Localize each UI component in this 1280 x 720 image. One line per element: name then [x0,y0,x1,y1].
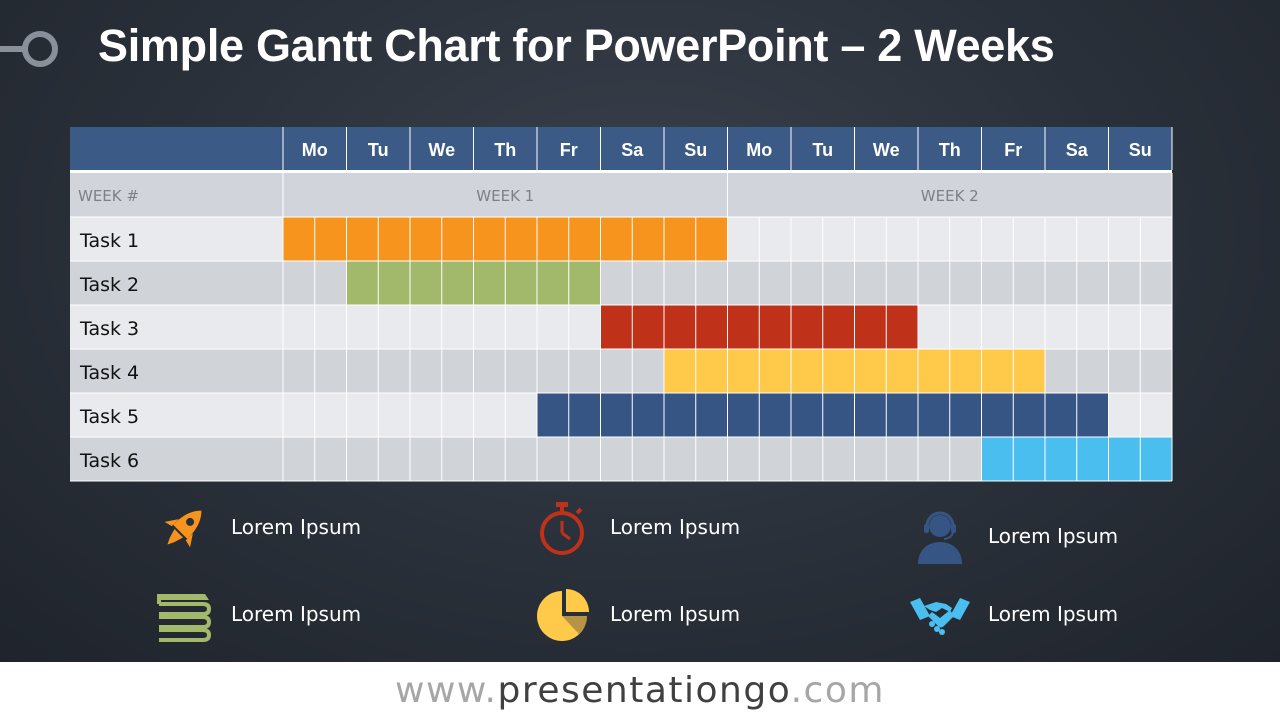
legend-label: Lorem Ipsum [988,524,1119,548]
task-label: Task 4 [79,362,139,384]
stopwatch-icon [540,502,584,555]
day-header-label: Th [494,140,516,160]
week-label: WEEK 1 [476,187,534,205]
week-header-label: WEEK # [78,187,139,205]
header-separator [70,170,1172,173]
legend-label: Lorem Ipsum [231,602,362,626]
books-icon [157,594,212,642]
day-header-label: Su [684,140,707,160]
footer-url-suffix: .com [790,670,885,711]
support-agent-icon [918,511,962,564]
gantt-chart: Mo Tu We Th Fr Sa Su Mo Tu We Th Fr Sa Su WEEK # WEEK 1… [70,127,1173,482]
task-label: Task 3 [79,318,139,340]
day-header-label: Tu [812,140,833,160]
gantt-header-row [70,127,1172,170]
legend-label: Lorem Ipsum [610,515,741,539]
pie-chart-icon [537,589,589,641]
legend-label: Lorem Ipsum [988,602,1119,626]
day-header-label: Mo [746,140,772,160]
week-label: WEEK 2 [921,187,979,205]
task-label: Task 1 [79,230,139,252]
footer-url-brand: presentationgo [497,670,791,711]
task-label: Task 2 [79,274,139,296]
legend-label: Lorem Ipsum [610,602,741,626]
day-header-label: Sa [621,140,644,160]
task-label: Task 6 [79,450,139,472]
day-header-label: Th [939,140,961,160]
day-header-label: We [873,140,900,160]
day-header-label: Fr [560,140,578,160]
day-header-label: Sa [1066,140,1089,160]
day-header-label: Su [1129,140,1152,160]
week-row [70,173,1172,217]
day-header-label: Tu [368,140,389,160]
slide-background: Simple Gantt Chart for PowerPoint – 2 We… [0,0,1280,662]
legend-label: Lorem Ipsum [231,515,362,539]
footer-url[interactable]: www.presentationgo.com [395,670,885,711]
rocket-icon [164,510,202,548]
task-label: Task 5 [79,406,139,428]
day-header-label: Fr [1004,140,1022,160]
footer-url-prefix: www. [395,670,498,711]
day-header-label: Mo [302,140,328,160]
day-header-label: We [428,140,455,160]
task-row [70,261,1172,305]
footer: www.presentationgo.com [0,662,1280,720]
handshake-icon [910,598,970,635]
slide-title: Simple Gantt Chart for PowerPoint – 2 We… [98,20,1055,71]
title-decoration [0,31,58,67]
